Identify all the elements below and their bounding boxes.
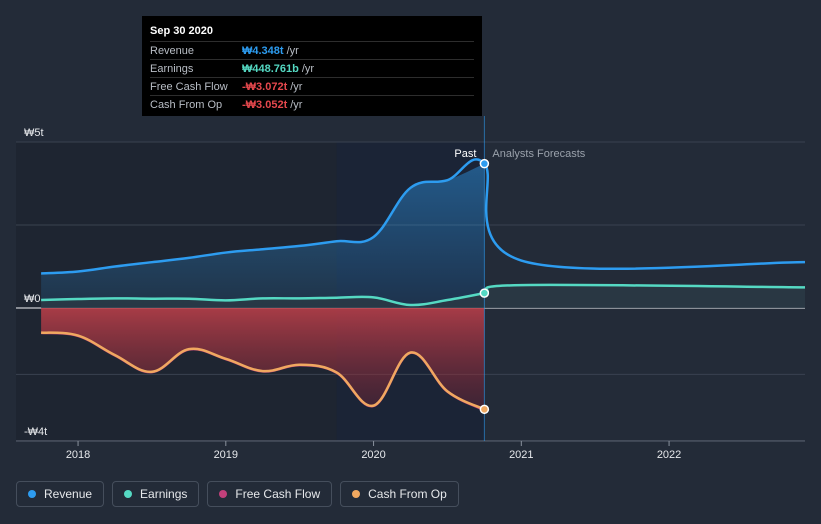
- x-tick-label: 2021: [509, 449, 533, 461]
- y-tick-label: ₩0: [24, 293, 41, 305]
- tooltip-unit: /yr: [290, 98, 303, 111]
- forecast-label: Analysts Forecasts: [492, 148, 585, 160]
- tooltip-date: Sep 30 2020: [150, 25, 213, 37]
- legend-label: Revenue: [44, 487, 93, 501]
- legend-item-cash-from-op[interactable]: Cash From Op: [340, 481, 459, 507]
- free-cash-flow-dot-icon: [219, 490, 228, 498]
- earnings-end-marker: [479, 288, 490, 298]
- earnings-dot-icon: [124, 490, 133, 498]
- tooltip-row-earnings: Earnings ₩448.761b /yr: [150, 59, 474, 77]
- y-tick-label: ₩5t: [24, 127, 44, 139]
- legend-label: Earnings: [140, 487, 188, 501]
- tooltip-label: Revenue: [150, 44, 195, 57]
- tooltip-unit: /yr: [290, 80, 303, 93]
- past-label: Past: [454, 148, 476, 160]
- y-tick-label: -₩4t: [24, 426, 47, 438]
- legend-item-revenue[interactable]: Revenue: [16, 481, 105, 507]
- tooltip-unit: /yr: [286, 44, 299, 57]
- tooltip-label: Earnings: [150, 62, 194, 75]
- x-tick-label: 2019: [214, 449, 238, 461]
- revenue-area: [41, 163, 485, 308]
- tooltip-value: -₩3.052t: [242, 98, 288, 111]
- earnings-line: [41, 283, 806, 307]
- cash-from-op-line: [41, 331, 485, 411]
- tooltip-row-free-cash-flow: Free Cash Flow -₩3.072t /yr: [150, 77, 474, 95]
- tooltip-unit: /yr: [301, 62, 315, 75]
- legend-label: Free Cash Flow: [235, 487, 321, 501]
- earnings-area: [41, 284, 805, 308]
- x-tick-label: 2020: [361, 449, 385, 461]
- legend-item-earnings[interactable]: Earnings: [112, 481, 200, 507]
- x-tick-label: 2018: [66, 449, 90, 461]
- tooltip-value: ₩4.348t: [242, 44, 284, 57]
- tooltip-value: -₩3.072t: [242, 80, 288, 93]
- cash-from-op-dot-icon: [352, 490, 361, 498]
- revenue-dot-icon: [28, 490, 36, 498]
- legend: Revenue Earnings Free Cash Flow Cash Fro…: [16, 481, 459, 509]
- tooltip-value: ₩448.761b: [242, 62, 299, 75]
- legend-item-free-cash-flow[interactable]: Free Cash Flow: [207, 481, 333, 507]
- tooltip-row-cash-from-op: Cash From Op -₩3.052t /yr: [150, 95, 474, 113]
- tooltip: Sep 30 2020 Revenue ₩4.348t /yr Earnings…: [142, 16, 482, 116]
- legend-label: Cash From Op: [368, 487, 447, 501]
- revenue-line: [41, 158, 806, 275]
- tooltip-label: Free Cash Flow: [150, 80, 228, 93]
- tooltip-label: Cash From Op: [150, 98, 223, 111]
- revenue-end-marker: [479, 158, 490, 169]
- tooltip-row-revenue: Revenue ₩4.348t /yr: [150, 41, 474, 59]
- cfo-end-marker: [479, 404, 490, 415]
- x-tick-label: 2022: [657, 449, 681, 461]
- free-cash-flow-area: [41, 308, 485, 410]
